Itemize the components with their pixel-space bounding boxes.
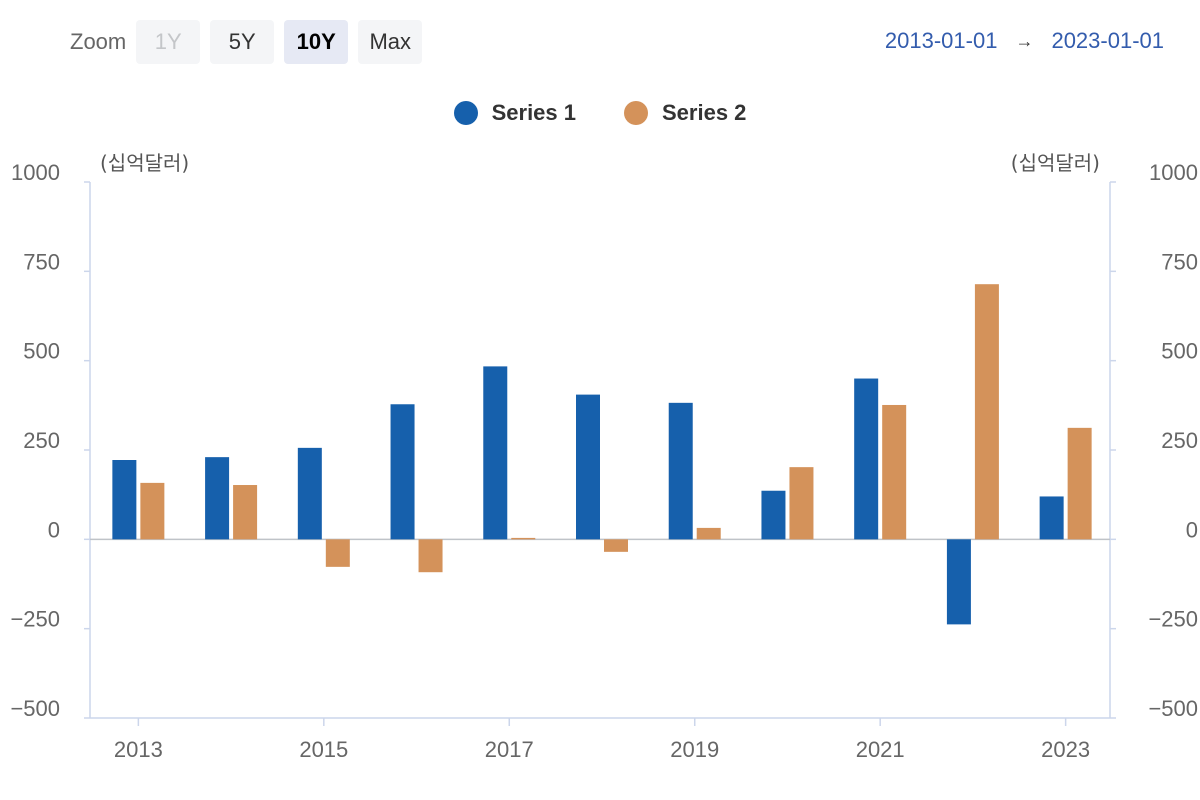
y-tick-label-right: −500 [1148, 696, 1198, 721]
x-tick-label: 2023 [1041, 737, 1090, 762]
legend-item-series-1[interactable]: Series 1 [453, 100, 576, 126]
bar-series-2 [325, 539, 350, 567]
zoom-label: Zoom [70, 29, 127, 54]
zoom-1y-button[interactable]: 1Y [136, 20, 201, 64]
y-tick-label-left: −500 [10, 696, 60, 721]
y-tick-label-left: −250 [10, 607, 60, 632]
zoom-5y-button[interactable]: 5Y [210, 20, 275, 64]
range-to-input[interactable]: 2023-01-01 [1051, 28, 1164, 53]
bar-series-2 [418, 539, 443, 573]
y-tick-label-right: 500 [1161, 339, 1198, 364]
bar-series-1 [205, 457, 230, 540]
y-tick-label-right: 0 [1186, 517, 1198, 542]
range-from-input[interactable]: 2013-01-01 [884, 28, 998, 53]
y-tick-label-right: 250 [1161, 428, 1198, 453]
y-axis-unit-right: (십억달러) [1011, 151, 1100, 175]
y-tick-label-right: −250 [1148, 607, 1198, 632]
zoom-10y-button[interactable]: 10Y [284, 20, 349, 64]
bar-series-1 [668, 402, 693, 540]
x-tick-label: 2017 [485, 737, 534, 762]
y-tick-label-left: 500 [23, 339, 60, 364]
y-tick-label-left: 0 [48, 517, 60, 542]
bar-series-1 [946, 539, 971, 625]
y-tick-label-left: 1000 [11, 160, 60, 185]
bar-series-2 [1067, 427, 1092, 540]
y-tick-label-right: 1000 [1149, 160, 1198, 185]
bar-series-1 [297, 447, 322, 540]
bar-series-2 [140, 482, 165, 540]
legend-label-series-1: Series 1 [491, 100, 576, 125]
bar-series-2 [233, 485, 258, 540]
y-tick-label-left: 250 [23, 428, 60, 453]
bar-series-1 [576, 394, 600, 540]
bar-series-2 [511, 537, 536, 540]
range-arrow-icon: → [1015, 30, 1034, 51]
bar-series-1 [854, 378, 879, 540]
x-tick-label: 2019 [670, 737, 719, 762]
legend-label-series-2: Series 2 [662, 100, 747, 125]
bar-series-1 [1039, 496, 1064, 540]
bar-series-2 [604, 539, 628, 552]
legend-dot-series-2 [624, 101, 648, 125]
zoom-max-button[interactable]: Max [358, 20, 423, 64]
x-tick-label: 2021 [856, 737, 905, 762]
bar-series-2 [974, 284, 999, 540]
legend-dot-series-1 [453, 101, 478, 125]
bar-series-2 [789, 467, 814, 540]
date-range: 2013-01-01 → 2023-01-01 [885, 28, 1164, 54]
zoom-toolbar: Zoom 1Y 5Y 10Y Max [70, 20, 432, 64]
bar-series-1 [112, 460, 137, 540]
bar-series-1 [761, 490, 786, 540]
legend-item-series-2[interactable]: Series 2 [624, 100, 746, 126]
y-tick-label-left: 750 [23, 249, 60, 274]
bar-series-1 [483, 366, 508, 540]
bar-series-2 [696, 527, 721, 540]
bar-series-1 [390, 404, 415, 540]
chart-legend: Series 1 Series 2 [0, 100, 1200, 126]
x-tick-label: 2015 [299, 737, 348, 762]
bar-series-2 [882, 404, 907, 540]
x-tick-label: 2013 [114, 737, 163, 762]
y-axis-unit-left: (십억달러) [100, 151, 189, 175]
y-tick-label-right: 750 [1161, 249, 1198, 274]
